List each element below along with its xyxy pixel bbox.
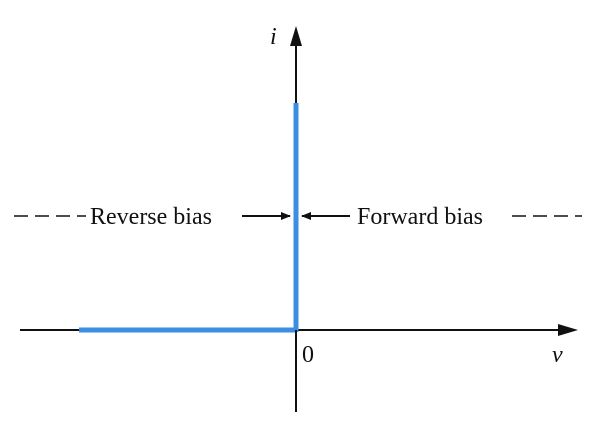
x-axis-arrowhead <box>558 324 578 336</box>
origin-label: 0 <box>302 342 314 368</box>
x-axis-label: v <box>552 342 563 368</box>
reverse-bias-label: Reverse bias <box>90 204 212 230</box>
forward-bias-label: Forward bias <box>357 204 483 230</box>
y-axis-arrowhead <box>290 26 302 46</box>
y-axis-label: i <box>270 24 277 50</box>
